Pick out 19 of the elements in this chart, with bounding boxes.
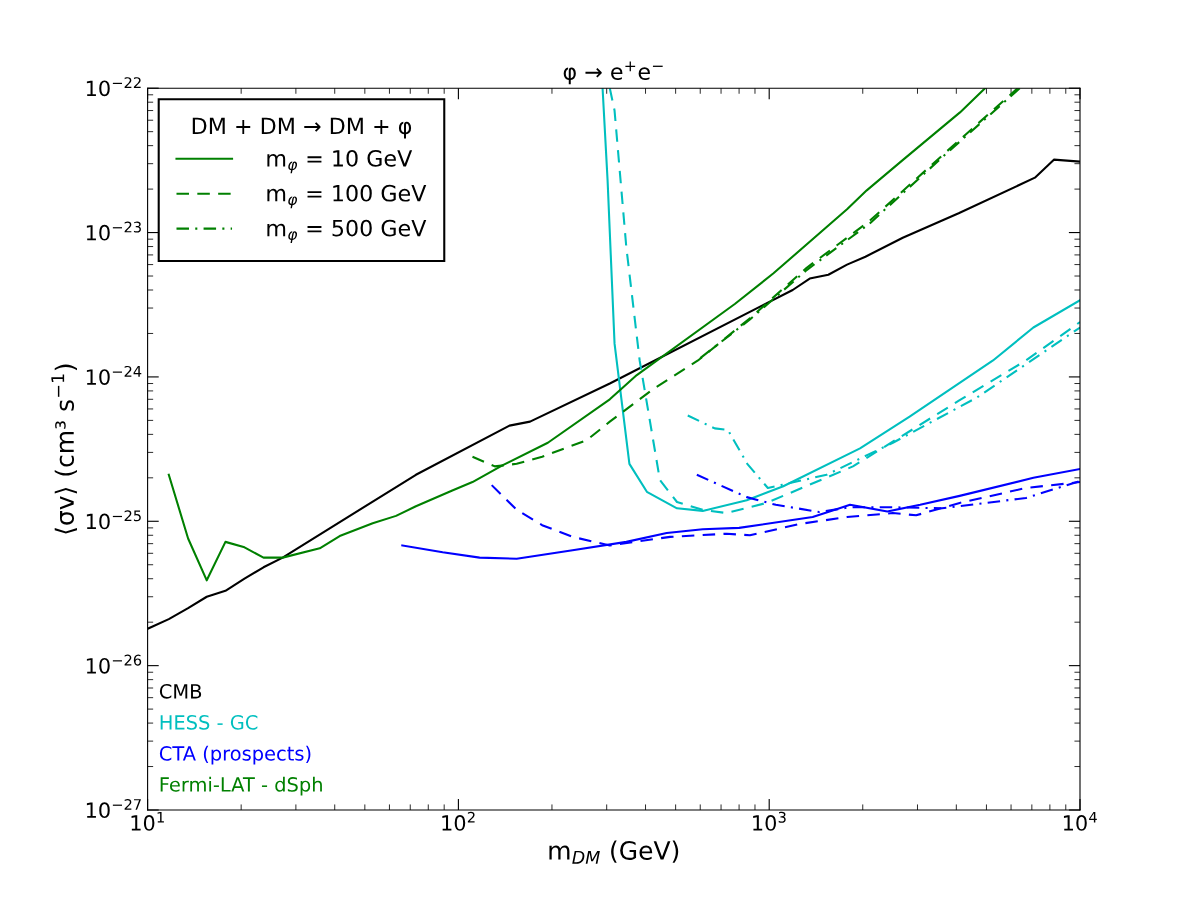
annotation: HESS - GC: [160, 715, 258, 730]
y-tick-label: 10$^{−23}$: [86, 221, 141, 241]
legend-label: m$_{φ}$ = 10 GeV: [267, 149, 413, 174]
y-axis-title: ⟨σv⟩ (cm³ s$^{−1}$): [51, 364, 77, 534]
annotation: Fermi-LAT - dSph: [160, 776, 322, 796]
y-tick-label: 10$^{−22}$: [86, 77, 141, 97]
y-tick-label: 10$^{−24}$: [86, 365, 142, 385]
legend-title: DM + DM → DM + φ: [192, 117, 412, 139]
x-tick-label: 10$^{4}$: [1063, 811, 1097, 831]
x-tick-label: 10$^{2}$: [442, 811, 475, 831]
x-tick-label: 10$^{3}$: [753, 811, 786, 831]
legend-label: m$_{φ}$ = 500 GeV: [267, 219, 427, 244]
annotation: CMB: [159, 683, 202, 699]
x-axis-title: m$_{DM}$ (GeV): [549, 840, 679, 864]
y-tick-label: 10$^{−26}$: [86, 654, 142, 674]
y-tick-label: 10$^{−25}$: [86, 510, 141, 530]
annotation: CTA (prospects): [159, 745, 311, 765]
legend-label: m$_{φ}$ = 100 GeV: [267, 184, 427, 209]
chart-title: φ → e$^{+}$e$^{−}$: [563, 61, 663, 85]
